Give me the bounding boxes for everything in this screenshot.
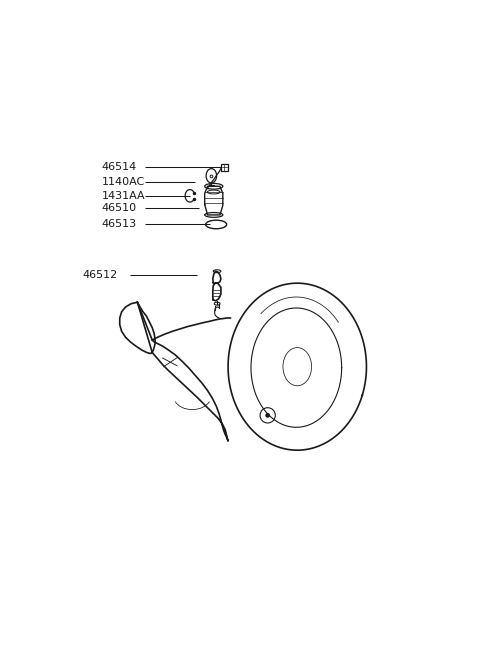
Text: 46514: 46514 — [102, 162, 137, 172]
Text: 1140AC: 1140AC — [102, 177, 145, 187]
Text: 1431AA: 1431AA — [102, 191, 145, 201]
Circle shape — [265, 413, 270, 418]
Text: 46510: 46510 — [102, 203, 137, 214]
Text: 46512: 46512 — [83, 270, 118, 280]
Bar — [221, 164, 228, 171]
Text: 46513: 46513 — [102, 219, 137, 229]
